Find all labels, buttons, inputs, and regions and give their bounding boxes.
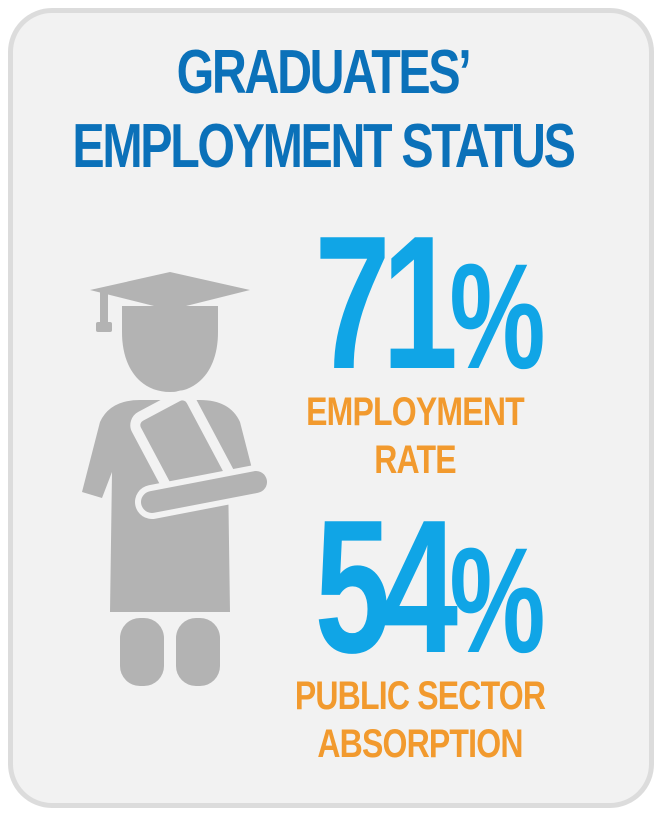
- graduate-icon: [82, 272, 273, 686]
- public-sector-absorption-number: 54: [314, 481, 459, 693]
- public-sector-absorption-label-line-2: ABSORPTION: [317, 722, 523, 766]
- public-sector-absorption-label-line-1: PUBLIC SECTOR: [294, 674, 546, 718]
- employment-rate-label: EMPLOYMENT RATE: [283, 388, 547, 484]
- employment-rate-label-line-2: RATE: [374, 438, 456, 482]
- public-sector-absorption-value: 54%: [300, 492, 559, 685]
- employment-rate-number: 71: [314, 197, 459, 409]
- employment-rate-value: 71%: [300, 208, 559, 401]
- title-line-2: EMPLOYMENT STATUS: [72, 112, 575, 181]
- public-sector-absorption-label: PUBLIC SECTOR ABSORPTION: [268, 672, 572, 768]
- employment-rate-label-line-1: EMPLOYMENT: [306, 390, 525, 434]
- title-line-1: GRADUATES’: [176, 38, 472, 107]
- public-sector-absorption-percent-sign: %: [449, 516, 546, 684]
- infographic-title: GRADUATES’ EMPLOYMENT STATUS: [71, 36, 575, 184]
- employment-rate-percent-sign: %: [449, 232, 546, 400]
